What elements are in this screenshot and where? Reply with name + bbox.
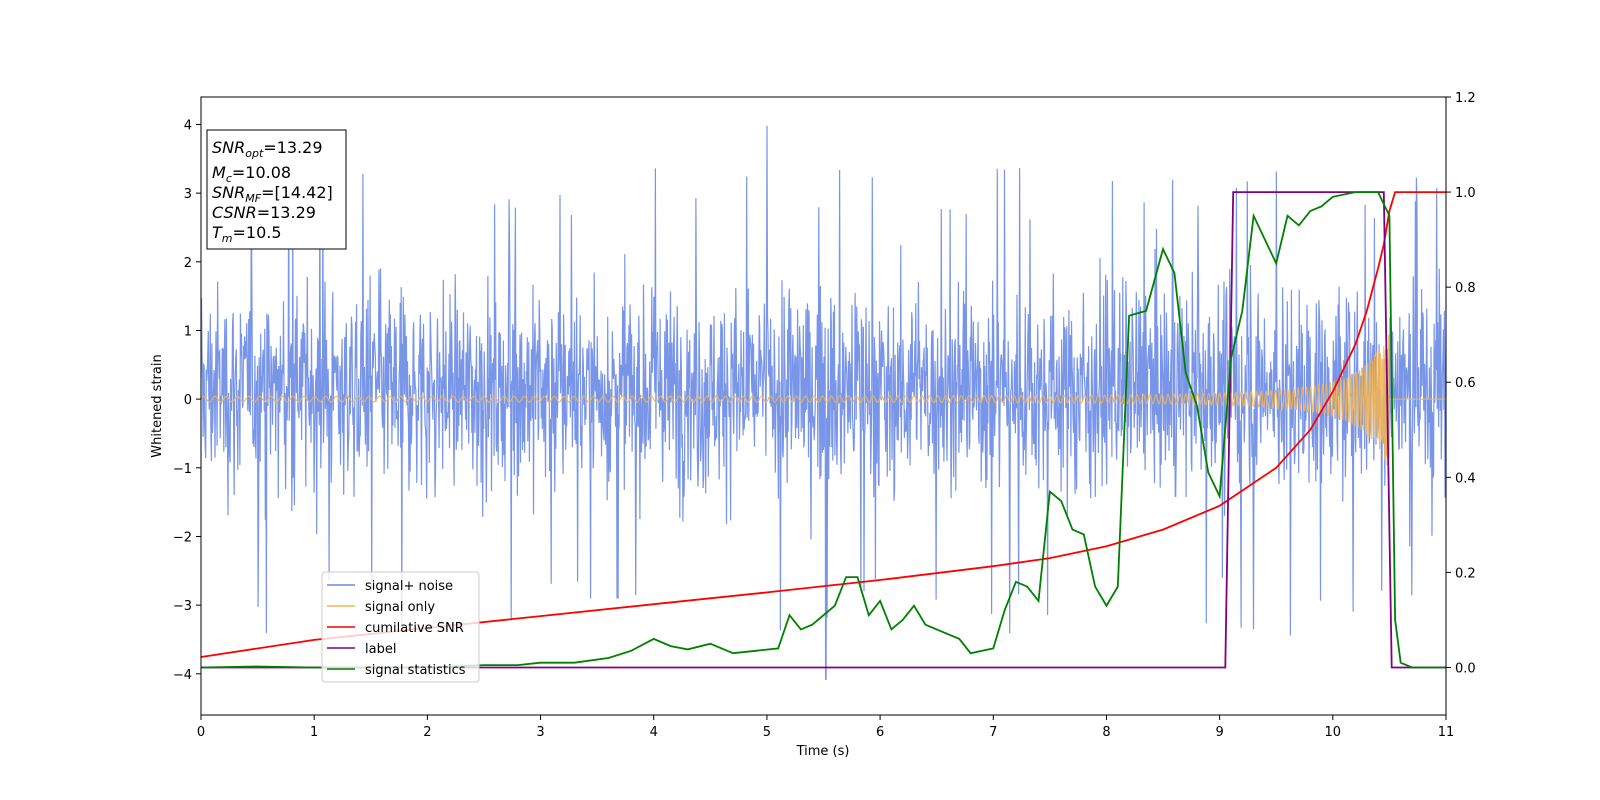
x-tick-label: 1 [310, 725, 318, 740]
x-tick-label: 11 [1438, 725, 1455, 740]
svg-text:SNRopt=13.29: SNRopt=13.29 [212, 138, 323, 160]
x-axis-label: Time (s) [796, 744, 850, 759]
legend-label-signal-only: signal only [365, 600, 435, 615]
legend-label-signal-statistics: signal statistics [365, 663, 466, 678]
y-left-tick-label: −3 [173, 599, 192, 614]
svg-text:CSNR=13.29: CSNR=13.29 [212, 203, 316, 222]
tm-sub: m [222, 232, 233, 245]
series-signal-only [201, 334, 1446, 466]
snr-mf-sub: MF [245, 192, 261, 205]
info-box: SNRopt=13.29 Mc=10.08 SNRMF=[14.42] CSNR… [206, 129, 347, 250]
x-tick-label: 9 [1215, 725, 1223, 740]
x-tick-label: 0 [197, 725, 205, 740]
snr-opt-sub: opt [245, 147, 264, 160]
x-tick-label: 2 [423, 725, 431, 740]
y-axis-label: Whitened strain [150, 354, 165, 457]
snr-mf-label: SNR [212, 183, 245, 202]
y-right-tick-label: 0.6 [1455, 376, 1476, 391]
y-right-tick-label: 0.0 [1455, 661, 1476, 676]
x-tick-label: 3 [536, 725, 544, 740]
series-label [201, 191, 1446, 669]
y-left-tick-label: −4 [173, 668, 192, 683]
svg-text:Tm=10.5: Tm=10.5 [212, 223, 282, 245]
csnr-value: =13.29 [257, 203, 316, 222]
y-left-tick-label: −2 [173, 530, 192, 545]
legend-entry-signal-statistics: signal statistics [327, 663, 466, 678]
mc-value: =10.08 [232, 163, 291, 182]
y-left-tick-label: 4 [184, 118, 192, 133]
svg-text:SNRMF=[14.42]: SNRMF=[14.42] [212, 183, 333, 205]
snr-mf-value: =[14.42] [261, 183, 333, 202]
x-tick-label: 4 [650, 725, 658, 740]
y-right-tick-label: 0.8 [1455, 281, 1476, 296]
series-cumulative-snr [201, 191, 1446, 658]
x-tick-label: 6 [876, 725, 884, 740]
mc-sub: c [226, 172, 232, 185]
x-tick-label: 10 [1325, 725, 1342, 740]
y-left-tick-label: 3 [184, 187, 192, 202]
mc-label: M [212, 163, 226, 182]
tm-value: =10.5 [233, 223, 282, 242]
y-left-tick-label: 2 [184, 256, 192, 271]
svg-text:Mc=10.08: Mc=10.08 [212, 163, 291, 185]
legend-entry-signal-noise: signal+ noise [327, 579, 453, 594]
plot-frame [200, 96, 1447, 716]
tm-label: T [212, 223, 223, 242]
x-tick-label: 7 [989, 725, 997, 740]
x-tick-label: 5 [763, 725, 771, 740]
y-right-tick-label: 1.2 [1455, 91, 1476, 106]
snr-opt-label: SNR [212, 138, 245, 157]
csnr-label: CSNR [212, 203, 257, 222]
y-left-tick-label: −1 [173, 462, 192, 477]
series-signal-noise [201, 125, 1446, 680]
y-axis-right: 1.2 1.0 0.8 0.6 0.4 0.2 0.0 [1446, 91, 1476, 676]
legend-entry-cumulative-snr: cumilative SNR [327, 621, 464, 636]
y-axis-left: 4 3 2 1 0 −1 −2 −3 −4 [173, 118, 201, 683]
legend-entry-signal-only: signal only [327, 600, 435, 615]
series-signal-statistics [201, 191, 1446, 669]
legend-entry-label: label [327, 642, 396, 657]
x-tick-label: 8 [1102, 725, 1110, 740]
y-left-tick-label: 0 [184, 393, 192, 408]
y-right-tick-label: 0.4 [1455, 471, 1476, 486]
y-right-tick-label: 1.0 [1455, 186, 1476, 201]
legend-label-signal-noise: signal+ noise [365, 579, 453, 594]
snr-opt-value: =13.29 [263, 138, 322, 157]
legend-label-cumulative-snr: cumilative SNR [365, 621, 464, 636]
series-layer [201, 125, 1446, 680]
y-left-tick-label: 1 [184, 324, 192, 339]
legend-label-label: label [365, 642, 396, 657]
x-axis: 0 1 2 3 4 5 6 7 8 9 10 11 [197, 715, 1454, 740]
legend: signal+ noise signal only cumilative SNR… [321, 571, 480, 683]
y-right-tick-label: 0.2 [1455, 566, 1476, 581]
